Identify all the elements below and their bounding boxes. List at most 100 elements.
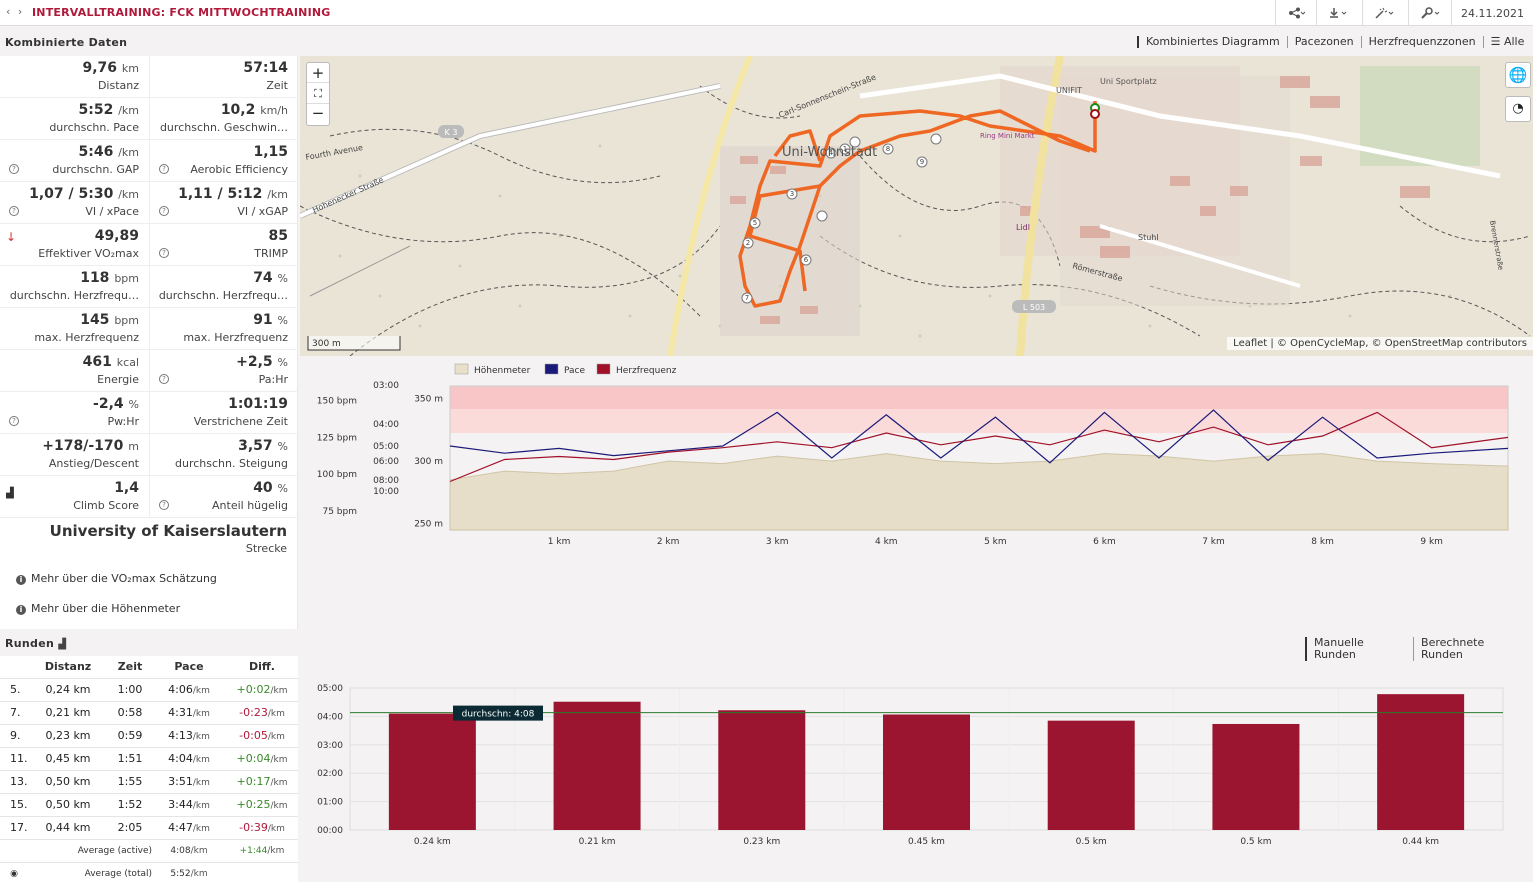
lap-bar[interactable] xyxy=(718,710,806,830)
chart-icon[interactable]: ▟ xyxy=(6,488,14,499)
help-icon[interactable]: ? xyxy=(159,374,169,384)
pace-axis-tick: 04:00 xyxy=(317,712,343,722)
fullscreen-button[interactable]: ⛶ xyxy=(307,83,329,104)
stat-value: 1,15 xyxy=(253,144,288,160)
map-scale: 300 m xyxy=(312,339,341,349)
stat-label: Aerobic Efficiency xyxy=(190,163,288,176)
lap-row[interactable]: 17. 0,44 km 2:05 4:47/km -0:39/km xyxy=(0,815,298,839)
chart-icon[interactable]: ▟ xyxy=(58,639,67,650)
stat-value: 49,89 xyxy=(95,228,139,244)
tab-calculated-laps[interactable]: Berechnete Runden xyxy=(1413,637,1533,661)
col-diff[interactable]: Diff. xyxy=(249,660,275,674)
lap-pace-value: 4:47 xyxy=(168,821,193,834)
map-canvas[interactable]: 1 2 3 4 5 6 7 8 9 Uni-Wohnstadt Carl-Son… xyxy=(300,56,1533,356)
lap-average-pace: 5:52/km xyxy=(152,861,226,882)
combined-chart[interactable]: Höhenmeter Pace Herzfrequenz 150 bpm 125 bpm… xyxy=(300,358,1533,548)
legend-swatch[interactable] xyxy=(596,363,611,375)
help-icon[interactable]: ? xyxy=(159,248,169,258)
help-icon[interactable]: ? xyxy=(159,164,169,174)
combined-chart-svg[interactable]: Höhenmeter Pace Herzfrequenz 150 bpm 125 bpm… xyxy=(300,358,1533,548)
tab-combined-chart[interactable]: Kombiniertes Diagramm xyxy=(1137,36,1287,48)
stat-value: 5:52 /km xyxy=(79,102,140,118)
lap-n: 5. xyxy=(0,677,28,701)
lap-bar[interactable] xyxy=(388,713,476,830)
legend-swatch[interactable] xyxy=(454,363,469,375)
combined-data-title: Kombinierte Daten xyxy=(5,36,128,49)
tab-pace-zones[interactable]: Pacezonen xyxy=(1286,36,1361,48)
distance-axis-tick: 4 km xyxy=(875,537,898,547)
tab-manual-laps[interactable]: Manuelle Runden xyxy=(1305,637,1413,661)
lap-row[interactable]: 15. 0,50 km 1:52 3:44/km +0:25/km xyxy=(0,792,298,816)
laps-title: Runden ▟ xyxy=(5,637,66,650)
lap-row[interactable]: 5. 0,24 km 1:00 4:06/km +0:02/km xyxy=(0,677,298,701)
tab-all[interactable]: ☰ Alle xyxy=(1482,36,1532,48)
vo2max-info-link[interactable]: i Mehr über die VO₂max Schätzung xyxy=(16,572,217,585)
route-label: Strecke xyxy=(245,542,287,555)
download-button[interactable] xyxy=(1316,0,1361,26)
lap-pace: 4:13/km xyxy=(152,723,226,747)
zoom-out-button[interactable]: − xyxy=(311,104,325,122)
lap-n-value: 17. xyxy=(10,821,28,834)
route-name[interactable]: University of Kaiserslautern xyxy=(49,522,287,540)
help-icon[interactable]: ? xyxy=(159,206,169,216)
stat-cell: 1,15 Aerobic Efficiency? xyxy=(149,140,298,182)
lap-pace-value: 4:04 xyxy=(168,752,193,765)
col-time[interactable]: Zeit xyxy=(117,660,143,674)
stat-value-number: 10,2 xyxy=(220,102,256,118)
tab-hr-zones[interactable]: Herzfrequenzzonen xyxy=(1360,36,1483,48)
legend-label[interactable]: Höhenmeter xyxy=(474,366,531,376)
lap-average-pace: 4:08/km xyxy=(152,838,226,862)
col-distance[interactable]: Distanz xyxy=(44,660,92,674)
pace-axis-tick: 06:00 xyxy=(373,457,399,467)
col-pace[interactable]: Pace xyxy=(174,660,204,674)
lap-row[interactable]: 9. 0,23 km 0:59 4:13/km -0:05/km xyxy=(0,723,298,747)
lap-average-diff xyxy=(226,861,298,882)
lap-unit: /km xyxy=(192,686,210,696)
map-attribution[interactable]: Leaflet | © OpenCycleMap, © OpenStreetMa… xyxy=(1227,337,1533,350)
stat-unit: % xyxy=(277,482,288,495)
lap-bar[interactable] xyxy=(1377,694,1465,830)
elevation-area[interactable] xyxy=(449,453,1509,531)
elevation-info-link[interactable]: i Mehr über die Höhenmeter xyxy=(16,602,180,615)
help-icon[interactable]: ? xyxy=(9,416,19,426)
lap-diff-value: -0:39 xyxy=(239,821,268,834)
lap-unit: /km xyxy=(192,824,210,834)
legend-swatch[interactable] xyxy=(544,363,559,375)
laps-bar-chart[interactable]: 05:00 04:00 03:00 02:00 01:00 00:00 0.24 km 0.2… xyxy=(300,678,1533,850)
heart-rate-line[interactable] xyxy=(449,411,1509,483)
map-label-sportplatz: Uni Sportplatz xyxy=(1100,77,1157,86)
share-button[interactable] xyxy=(1275,0,1315,26)
lap-pace: 4:06/km xyxy=(152,677,226,701)
laps-tabs: Manuelle Runden Berechnete Runden xyxy=(1305,637,1533,661)
lap-unit: /km xyxy=(192,732,210,742)
pace-line[interactable] xyxy=(449,409,1509,464)
stat-label: durchschn. Herzfrequ… xyxy=(9,289,139,302)
lap-dist-value: 0,50 km xyxy=(45,798,91,811)
lap-row[interactable]: 11. 0,45 km 1:51 4:04/km +0:04/km xyxy=(0,746,298,770)
legend-label[interactable]: Herzfrequenz xyxy=(616,366,677,376)
route-map[interactable]: 1 2 3 4 5 6 7 8 9 Uni-Wohnstadt Carl-Son… xyxy=(300,56,1533,356)
zoom-in-button[interactable]: + xyxy=(307,63,329,83)
help-icon[interactable]: ? xyxy=(9,164,19,174)
lap-bar[interactable] xyxy=(1212,723,1300,830)
stat-unit: /km xyxy=(118,188,139,201)
info-icon: i xyxy=(16,575,26,585)
layers-button[interactable]: 🌐 xyxy=(1505,62,1531,88)
magic-tools-button[interactable] xyxy=(1362,0,1407,26)
lap-row[interactable]: 13. 0,50 km 1:55 3:51/km +0:17/km xyxy=(0,769,298,793)
help-icon[interactable]: ? xyxy=(159,500,169,510)
activity-title: INTERVALLTRAINING: FCK MITTWOCHTRAINING xyxy=(32,6,331,19)
lap-row[interactable]: 7. 0,21 km 0:58 4:31/km -0:23/km xyxy=(0,700,298,724)
lap-bar[interactable] xyxy=(1047,720,1135,830)
activity-date: 24.11.2021 xyxy=(1451,0,1533,26)
lap-bar[interactable] xyxy=(883,714,970,830)
settings-button[interactable] xyxy=(1408,0,1452,26)
distance-axis-tick: 8 km xyxy=(1311,537,1334,547)
laps-bar-chart-svg[interactable]: 05:00 04:00 03:00 02:00 01:00 00:00 0.24 km 0.2… xyxy=(300,678,1533,850)
legend-label[interactable]: Pace xyxy=(564,366,585,376)
lap-bar[interactable] xyxy=(553,701,641,830)
speedometer-button[interactable]: ◔ xyxy=(1505,96,1531,122)
help-icon[interactable]: ? xyxy=(9,206,19,216)
lap-n: 13. xyxy=(0,769,28,793)
prev-next-arrows[interactable]: ‹ › xyxy=(6,5,25,18)
